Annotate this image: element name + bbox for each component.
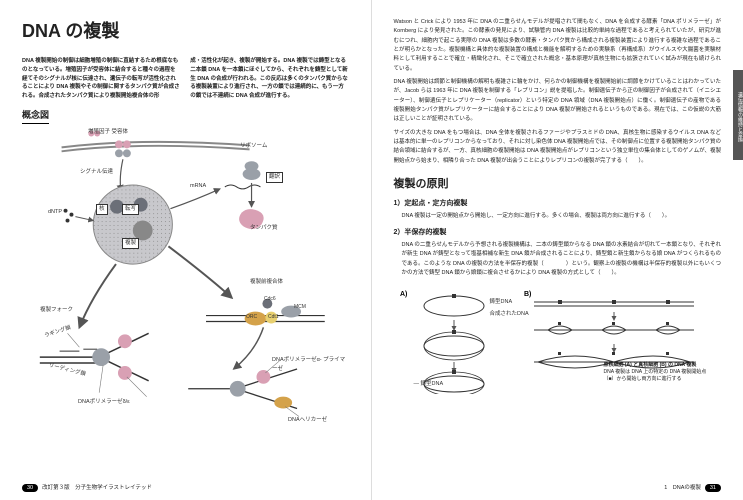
page-number-right: 31: [705, 484, 721, 492]
main-title: DNA の複製: [22, 18, 349, 45]
lbl-polprimase: DNAポリメラーゼα- プライマーゼ: [272, 356, 349, 373]
page-right: 遺伝情報の維持と変換 Watson と Crick により 1953 年に DN…: [372, 0, 743, 500]
page-left: DNA の複製 DNA 複製開始の制御は細胞増殖の制御に直結するため根底なものと…: [0, 0, 372, 500]
para-fixed-origin: DNA 複製は一定の開始点から開始し、一定方向に進行する。多くの場合、複製は両方…: [402, 212, 722, 221]
heading-semiconservative: 2）半保存的複製: [394, 228, 722, 239]
svg-text:A): A): [400, 291, 407, 298]
lbl-dntp: dNTP: [48, 208, 62, 216]
footer-left: 30 改訂第３版 分子生物学イラストレイテッド: [22, 484, 152, 492]
lbl-mcm: MCM: [294, 304, 306, 312]
footer-text-left: 改訂第３版 分子生物学イラストレイテッド: [42, 484, 152, 492]
lbl-replication: 複製: [122, 238, 139, 248]
lbl-ribosome: リボソーム: [240, 142, 267, 150]
para-semiconservative: DNA の二重らせんモデルから予想される複製機構は、二本の鋳型鎖からなる DNA…: [402, 241, 722, 278]
footer-right: 1 DNAの複製 31: [664, 484, 721, 492]
para-1: Watson と Crick により 1953 年に DNA の二重らせんモデル…: [394, 18, 722, 74]
intro-col-1: DNA 複製開始の制御は細胞増殖の制御に直結するため根底なものとなっている。増殖…: [22, 57, 180, 101]
page-number-left: 30: [22, 484, 38, 492]
concept-diagram: 増殖因子 受容体 リボソーム 翻訳 シグナル伝達 mRNA dNTP 核 転写 …: [22, 128, 349, 418]
lbl-protein: タンパク質: [250, 224, 278, 232]
lbl-transcription: 転写: [122, 204, 139, 214]
lbl-nucleus: 核: [96, 204, 108, 214]
lbl-cdc6: Cdc6: [264, 296, 276, 304]
lbl-prerc: 複製前複合体: [250, 278, 283, 286]
lbl-signal: シグナル伝達: [80, 168, 113, 176]
lbl-fork: 複製フォーク: [40, 306, 73, 314]
lbl-poldelta: DNAポリメラーゼδ/ε: [78, 398, 130, 406]
intro-col-2: 成・活性化が起き、複製が開始する。DNA 複製では鋳型となる二本鎖 DNA を一…: [190, 57, 348, 101]
figure-ab: A) B): [394, 284, 722, 394]
heading-principles: 複製の原則: [394, 176, 722, 193]
lbl-orc: ORC: [246, 314, 257, 322]
section-heading-diagram: 概念図: [22, 109, 349, 125]
intro-columns: DNA 複製開始の制御は細胞増殖の制御に直結するため根底なものとなっている。増殖…: [22, 57, 349, 101]
lbl-helicase: DNAヘリカーゼ: [288, 416, 327, 424]
heading-fixed-origin: 1）定起点・定方向複製: [394, 199, 722, 210]
lbl-cdt1: Cdt1: [268, 314, 279, 322]
para-3: サイズの大きな DNA をもつ場合は、DNA 全体を複製されるファージやプラスミ…: [394, 129, 722, 166]
lbl-template-dna: 鋳型DNA: [490, 298, 513, 306]
lbl-mrna: mRNA: [190, 182, 206, 190]
caption-body: DNA 複製は DNA 上の特定の DNA 複製開始点（■）から開始し両方向に進…: [604, 369, 714, 383]
side-tab: 遺伝情報の維持と変換: [733, 70, 743, 160]
footer-text-right: 1 DNAの複製: [664, 484, 701, 492]
svg-text:B): B): [524, 291, 531, 298]
lbl-translation: 翻訳: [266, 172, 283, 182]
figure-caption: 原核細胞 (A) と真核細胞 (B) の DNA 複製 DNA 複製は DNA …: [604, 362, 714, 383]
lbl-synth-dna: 合成されたDNA: [490, 310, 529, 318]
lbl-growth-factor: 増殖因子 受容体: [88, 128, 128, 136]
para-2: DNA 複製開始は調節と制御機構の解明も複雑さに輪をかけ、何らかの制御機構を複製…: [394, 78, 722, 125]
